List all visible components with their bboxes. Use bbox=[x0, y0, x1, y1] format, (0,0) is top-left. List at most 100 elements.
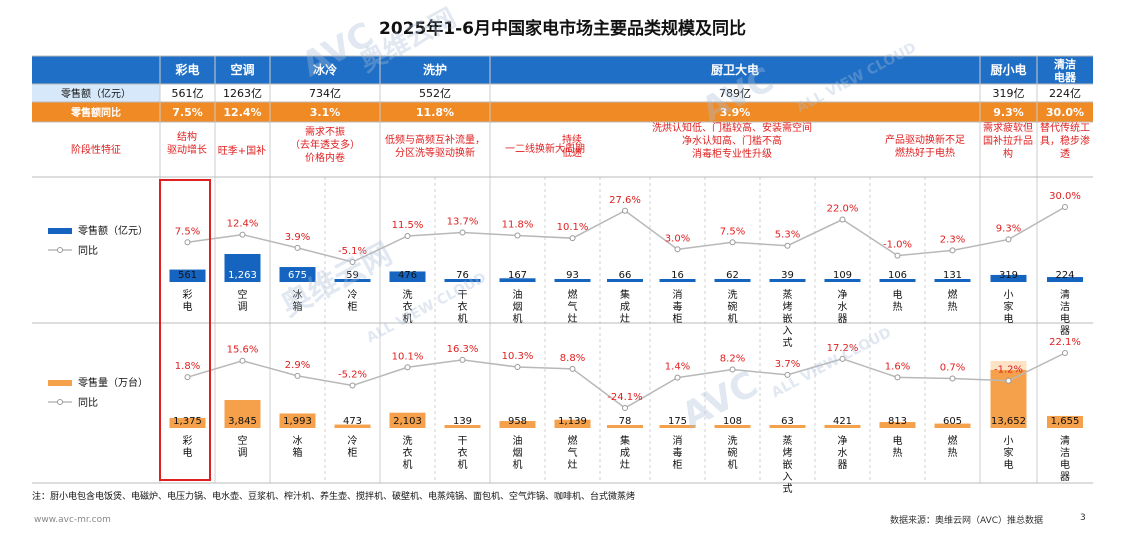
category-label: 清 bbox=[1060, 288, 1070, 301]
bar bbox=[554, 419, 591, 428]
bar bbox=[554, 279, 591, 282]
yoy-point bbox=[349, 259, 356, 265]
group-yoy-value: 3.1% bbox=[310, 106, 341, 119]
bar-value-label: 421 bbox=[833, 416, 852, 427]
bar-value-label: 1,993 bbox=[283, 416, 312, 427]
bar-value-label: 476 bbox=[398, 270, 417, 281]
category-label: 集 bbox=[620, 434, 630, 447]
bar-value-label: 813 bbox=[888, 416, 907, 427]
category-label: 碗 bbox=[728, 300, 738, 313]
yoy-point bbox=[514, 364, 521, 371]
bar-value-label: 106 bbox=[888, 270, 907, 281]
group-name: 彩电 bbox=[174, 62, 199, 77]
category-label: 干 bbox=[458, 436, 468, 447]
category-label: 电 bbox=[183, 446, 193, 459]
feature-row-label: 阶段性特征 bbox=[71, 143, 121, 156]
bar bbox=[769, 279, 806, 282]
feature-text: 需求不振 bbox=[305, 125, 345, 138]
yoy-trend-line bbox=[187, 206, 1066, 263]
category-label: 机 bbox=[728, 312, 738, 325]
category-label: 燃 bbox=[568, 434, 578, 447]
bar-value-label: 561 bbox=[178, 270, 197, 281]
feature-text: 结构 bbox=[177, 130, 197, 143]
category-label: 洗 bbox=[403, 435, 413, 447]
group-retail-value: 1263亿 bbox=[223, 87, 262, 100]
yoy-label: 10.1% bbox=[392, 351, 424, 362]
category-label: 器 bbox=[838, 313, 848, 325]
group-yoy-value: 7.5% bbox=[172, 106, 203, 119]
feature-text: 洗烘认知低、门槛较高、安装需空间 bbox=[652, 121, 812, 134]
yoy-label: 12.4% bbox=[227, 219, 259, 230]
category-label: 净 bbox=[838, 288, 848, 301]
bar bbox=[934, 279, 971, 282]
category-label: 小 bbox=[1004, 289, 1014, 301]
bar-value-label: 1,375 bbox=[173, 416, 202, 427]
feature-text: 国补拉升品 bbox=[983, 134, 1033, 147]
category-label: 灶 bbox=[568, 312, 578, 325]
yoy-row-label: 零售额同比 bbox=[70, 106, 121, 119]
bar bbox=[714, 425, 751, 428]
group-name: 厨卫大电 bbox=[711, 62, 759, 77]
yoy-point bbox=[729, 239, 736, 246]
feature-text: 一二线换新大周期 bbox=[505, 142, 585, 155]
yoy-point bbox=[184, 239, 191, 246]
legend-label: 零售额（亿元） bbox=[78, 224, 148, 237]
bar bbox=[224, 254, 261, 282]
category-label: 机 bbox=[458, 458, 468, 471]
yoy-point bbox=[294, 244, 301, 251]
legend-label: 零售量（万台） bbox=[78, 376, 148, 389]
yoy-point bbox=[1005, 236, 1012, 243]
group-retail-value: 734亿 bbox=[309, 87, 341, 100]
bar bbox=[169, 269, 206, 282]
yoy-label: 7.5% bbox=[720, 226, 745, 237]
legend-label: 同比 bbox=[78, 397, 98, 409]
group-name: 清洁 bbox=[1054, 57, 1076, 71]
category-label: 气 bbox=[568, 300, 578, 313]
bar-value-label: 78 bbox=[619, 416, 632, 427]
bar-value-label: 109 bbox=[833, 270, 852, 281]
category-label: 家 bbox=[1004, 446, 1014, 459]
yoy-point bbox=[404, 232, 411, 239]
header-row-bg bbox=[32, 56, 1093, 84]
retail-row-bg bbox=[32, 84, 1093, 102]
bar bbox=[1047, 415, 1083, 428]
category-label: 机 bbox=[403, 312, 413, 325]
category-label: 洗 bbox=[403, 289, 413, 301]
feature-text: 持续 bbox=[562, 133, 582, 146]
yoy-label: 15.6% bbox=[227, 345, 259, 356]
bar bbox=[444, 279, 481, 282]
bar bbox=[499, 421, 536, 428]
category-label: 热 bbox=[893, 300, 903, 313]
yoy-label: 22.0% bbox=[827, 204, 859, 215]
category-label: 热 bbox=[948, 446, 958, 459]
yoy-label: 10.3% bbox=[502, 351, 534, 362]
yoy-point bbox=[949, 375, 956, 382]
yoy-label: 1.6% bbox=[885, 361, 910, 372]
bar-value-label: 39 bbox=[781, 270, 794, 281]
category-label: 灶 bbox=[568, 458, 578, 471]
yoy-point bbox=[949, 247, 956, 254]
highlight-box bbox=[159, 179, 211, 481]
group-retail-value: 224亿 bbox=[1049, 87, 1081, 100]
yoy-point bbox=[674, 246, 681, 253]
website-link[interactable]: www.avc-mr.com bbox=[34, 515, 111, 525]
yoy-label: 16.3% bbox=[447, 344, 479, 355]
yoy-label: 10.1% bbox=[557, 222, 589, 233]
group-yoy-value: 30.0% bbox=[1046, 106, 1084, 119]
category-label: 机 bbox=[513, 312, 523, 325]
bar-value-label: 1,263 bbox=[228, 270, 257, 281]
bar bbox=[279, 413, 316, 428]
category-label: 电 bbox=[1060, 312, 1070, 325]
category-label: 电 bbox=[1060, 458, 1070, 471]
bar-value-label: 93 bbox=[566, 270, 579, 281]
bar bbox=[824, 279, 861, 282]
feature-text: 分区洗等驱动换新 bbox=[395, 146, 475, 159]
legend-point bbox=[57, 399, 63, 405]
category-label: 机 bbox=[728, 458, 738, 471]
yoy-point bbox=[459, 356, 466, 363]
category-label: 衣 bbox=[458, 446, 468, 459]
group-name: 冰冷 bbox=[313, 62, 337, 77]
bar-value-label: 605 bbox=[943, 416, 962, 427]
feature-text: 净水认知高、门槛不高 bbox=[682, 134, 782, 147]
bar bbox=[659, 279, 696, 282]
